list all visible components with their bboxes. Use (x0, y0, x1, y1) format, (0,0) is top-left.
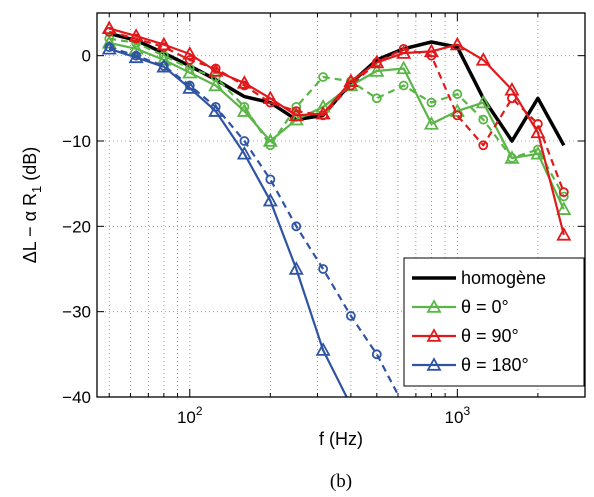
circle-marker (371, 93, 382, 104)
circle-marker (239, 80, 250, 91)
circle-marker (265, 140, 276, 151)
triangle-marker (449, 36, 465, 51)
triangle-marker (156, 58, 172, 73)
circle-marker (318, 72, 329, 82)
legend-label: θ = 0° (461, 297, 509, 317)
circle-marker (398, 80, 409, 91)
circle-marker (345, 80, 356, 91)
triangle-marker (556, 227, 572, 241)
circle-marker (478, 140, 489, 151)
triangle-marker (315, 342, 331, 356)
circle-marker (104, 26, 115, 37)
series--90-dashed (104, 26, 569, 198)
circle-marker (318, 264, 329, 274)
y-axis-label: ΔL − α R1 (dB) (20, 147, 44, 264)
figure-caption: (b) (330, 471, 352, 492)
triangle-marker (426, 299, 442, 313)
series--90- (101, 20, 572, 241)
x-axis-label: f (Hz) (319, 429, 363, 449)
circle-marker (158, 42, 169, 53)
axis-ticks: 102 103 0 −10 −20 −30 −40 (62, 13, 586, 427)
y-tick-label: −40 (62, 388, 91, 407)
series-line (108, 47, 348, 397)
x-tick-label: 103 (445, 404, 471, 427)
legend-entry: homogène (412, 268, 546, 288)
circle-marker (558, 187, 569, 198)
triangle-marker (236, 145, 252, 160)
circle-marker (398, 43, 409, 54)
triangle-marker (288, 261, 304, 275)
circle-marker (210, 63, 221, 74)
circle-marker (426, 97, 437, 108)
triangle-marker (396, 60, 412, 75)
circle-marker (291, 221, 302, 232)
circle-marker (507, 93, 517, 104)
y-tick-label: −20 (62, 217, 91, 236)
circle-marker (371, 57, 382, 68)
circle-marker (507, 153, 517, 163)
circle-marker (131, 50, 141, 61)
circle-marker (532, 119, 543, 129)
y-tick-label: −10 (62, 132, 91, 151)
triangle-marker (208, 77, 224, 92)
circle-marker (400, 402, 408, 410)
circle-marker (239, 136, 250, 146)
triangle-marker (345, 400, 357, 411)
triangle-marker (475, 52, 491, 66)
y-axis-label-subscript: 1 (29, 186, 44, 193)
series-line (109, 37, 565, 198)
x-tick-label: 102 (177, 404, 203, 427)
y-axis-label-unit: (dB) (20, 147, 40, 186)
triangle-marker (426, 357, 442, 371)
triangle-marker (101, 20, 117, 35)
y-tick-label: −30 (62, 303, 91, 322)
circle-marker (184, 80, 195, 91)
circle-marker (131, 33, 141, 44)
circle-marker (345, 311, 356, 321)
y-axis-label-main: ΔL − α R (20, 193, 40, 263)
triangle-marker (556, 201, 572, 215)
circle-marker (452, 89, 463, 99)
circle-marker (210, 101, 221, 112)
circle-marker (104, 42, 115, 53)
triangle-marker (262, 192, 278, 207)
legend: homogène θ = 0° θ = 90° θ = 180° (403, 257, 585, 387)
circle-marker (426, 50, 437, 61)
triangle-marker (262, 90, 278, 105)
series-line (108, 30, 565, 193)
plot-frame (96, 12, 586, 398)
circle-marker (158, 61, 169, 71)
series-layer (101, 20, 572, 411)
triangle-marker (426, 328, 442, 342)
series--180-dashed (104, 42, 408, 410)
legend-label: θ = 90° (461, 326, 519, 346)
circle-marker (478, 114, 489, 125)
circle-marker (184, 55, 195, 65)
legend-label: θ = 180° (461, 355, 529, 375)
triangle-marker (475, 94, 491, 109)
legend-entry: θ = 180° (412, 355, 529, 375)
triangle-marker (343, 73, 359, 87)
legend-entry: θ = 0° (412, 297, 509, 317)
circle-marker (265, 174, 276, 185)
circle-marker (318, 110, 329, 121)
circle-marker (371, 349, 382, 360)
circle-marker (558, 191, 569, 202)
circle-marker (291, 106, 302, 117)
triangle-marker (288, 111, 304, 126)
y-tick-label: 0 (82, 47, 91, 66)
circle-marker (452, 110, 463, 121)
circle-marker (265, 97, 276, 108)
triangle-marker (128, 40, 144, 55)
legend-entry: θ = 90° (412, 326, 519, 346)
legend-label: homogène (461, 268, 546, 288)
circle-marker (239, 101, 250, 112)
triangle-marker (423, 116, 439, 130)
triangle-marker (369, 63, 385, 77)
